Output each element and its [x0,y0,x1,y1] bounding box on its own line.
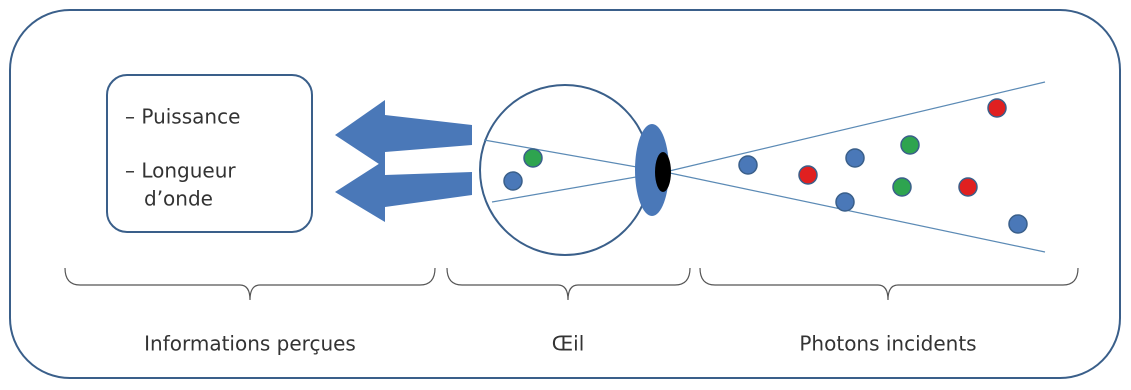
section-label: Œil [552,332,585,356]
photon [846,149,864,167]
section-label: Informations perçues [144,332,356,356]
info-line: – Puissance [125,105,240,129]
photon [1009,215,1027,233]
photon [739,156,757,174]
photon [504,172,522,190]
section-label: Photons incidents [799,332,976,356]
photon [893,178,911,196]
page: – Puissance – Longueur d’onde Informatio… [0,0,1131,386]
pupil [655,152,671,192]
photon [836,193,854,211]
photon [988,99,1006,117]
info-line: d’onde [144,187,213,211]
info-line: – Longueur [125,159,236,183]
photon [799,166,817,184]
eye [480,85,650,255]
photon [959,178,977,196]
photon [901,136,919,154]
diagram: – Puissance – Longueur d’onde Informatio… [0,0,1131,386]
photon [524,149,542,167]
